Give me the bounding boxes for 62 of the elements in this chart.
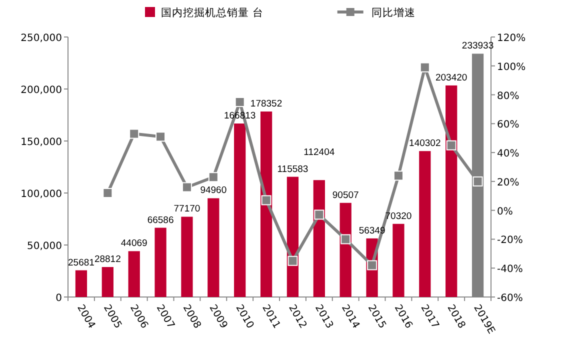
legend-label: 同比增速 [371, 6, 416, 19]
data-label: 115583 [277, 164, 308, 175]
bar [154, 228, 166, 297]
data-label: 112404 [304, 147, 335, 158]
bar [181, 216, 193, 297]
point [420, 62, 430, 72]
point [446, 140, 456, 150]
point [261, 195, 272, 206]
point [314, 210, 324, 220]
y-tick-label: 100,000 [20, 189, 62, 200]
point [182, 182, 192, 192]
point [367, 260, 378, 270]
data-label: 25681 [68, 257, 94, 268]
y2-tick-label: -60% [497, 293, 523, 304]
bar [419, 151, 431, 297]
data-label: 90507 [332, 190, 359, 201]
y2-tick-label: -20% [497, 235, 523, 246]
data-label: 70320 [385, 210, 412, 222]
y2-tick-label: 100% [497, 62, 526, 73]
bar [128, 251, 140, 297]
data-label: 203420 [435, 72, 468, 84]
y2-tick-label: 80% [497, 90, 520, 102]
y2-tick-label: 60% [497, 120, 520, 131]
data-label: 178352 [250, 98, 282, 110]
bar [340, 202, 352, 297]
bar [75, 270, 88, 297]
y-tick-label: 0 [56, 293, 62, 304]
bar [208, 198, 220, 297]
point [472, 176, 483, 186]
point [102, 188, 113, 198]
bar [392, 224, 404, 297]
data-label: 44069 [120, 238, 148, 250]
y2-tick-label: 120% [497, 33, 526, 44]
data-label: 94960 [200, 185, 227, 196]
y2-tick-label: 40% [497, 148, 520, 160]
data-label: 166813 [224, 110, 256, 122]
y-tick-label: 250,000 [20, 33, 62, 44]
bar [313, 180, 325, 297]
point [340, 234, 351, 244]
point [393, 170, 404, 181]
data-label: 66586 [147, 214, 174, 226]
point [208, 172, 218, 182]
y2-tick-label: 20% [497, 177, 520, 188]
y2-tick-label: -40% [497, 264, 523, 276]
y-tick-label: 50,000 [27, 241, 62, 252]
point [288, 256, 298, 266]
y-tick-label: 200,000 [20, 85, 62, 96]
point [156, 132, 166, 142]
bar [234, 124, 246, 297]
bar [102, 267, 114, 297]
data-label: 233933 [462, 40, 494, 52]
y2-tick-label: 0% [497, 206, 513, 218]
point [129, 128, 140, 139]
data-label: 56349 [358, 225, 386, 236]
bar [260, 112, 272, 297]
bar [446, 85, 458, 297]
data-label: 77170 [174, 204, 200, 215]
legend-label: 国内挖掘机总销量 台 [161, 6, 264, 19]
y-tick-label: 150,000 [20, 137, 62, 148]
point [234, 97, 245, 107]
data-label: 140302 [409, 138, 441, 150]
data-label: 28812 [94, 254, 121, 266]
